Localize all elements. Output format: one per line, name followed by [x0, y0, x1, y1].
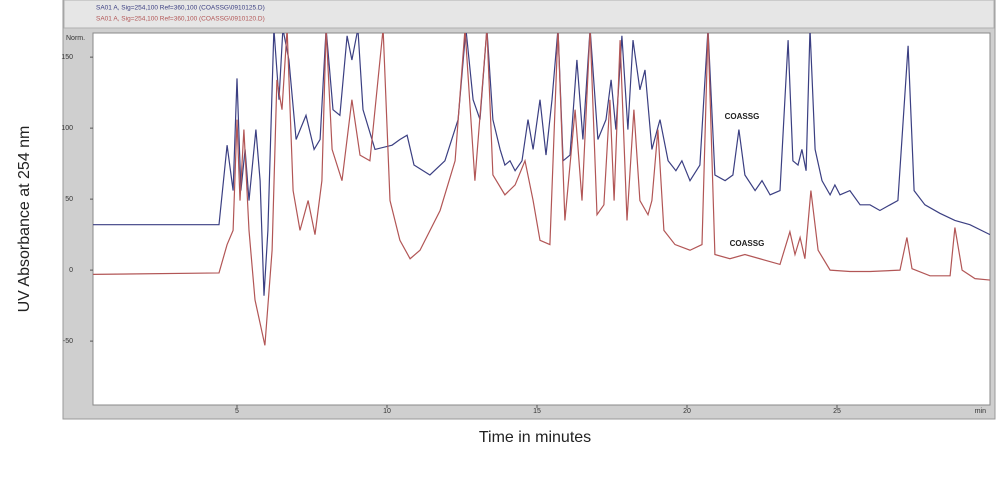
annotation: COASSG [725, 112, 760, 121]
y-unit: Norm. [66, 35, 85, 42]
y-tick-label: -50 [63, 338, 73, 345]
series-line [93, 33, 990, 296]
plot-area [92, 32, 991, 406]
annotation: COASSG [730, 239, 765, 248]
legend-box [63, 0, 995, 29]
legend-entry: SA01 A, Sig=254,100 Ref=360,100 (COASSG\… [96, 16, 265, 23]
y-tick-label: 0 [69, 267, 73, 274]
lines [93, 33, 990, 346]
y-tick-label: 50 [65, 196, 73, 203]
x-tick-label: 5 [235, 408, 239, 415]
x-tick-label: 20 [683, 408, 691, 415]
series-line [93, 33, 990, 346]
x-tick-label: 15 [533, 408, 541, 415]
x-unit: min [975, 408, 986, 415]
x-tick-label: 25 [833, 408, 841, 415]
x-tick-label: 10 [383, 408, 391, 415]
y-tick-label: 150 [61, 54, 73, 61]
x-axis-title: Time in minutes [479, 429, 591, 446]
y-axis-title: UV Absorbance at 254 nm [16, 126, 33, 313]
legend-entry: SA01 A, Sig=254,100 Ref=360,100 (COASSG\… [96, 5, 265, 12]
y-tick-label: 100 [61, 125, 73, 132]
